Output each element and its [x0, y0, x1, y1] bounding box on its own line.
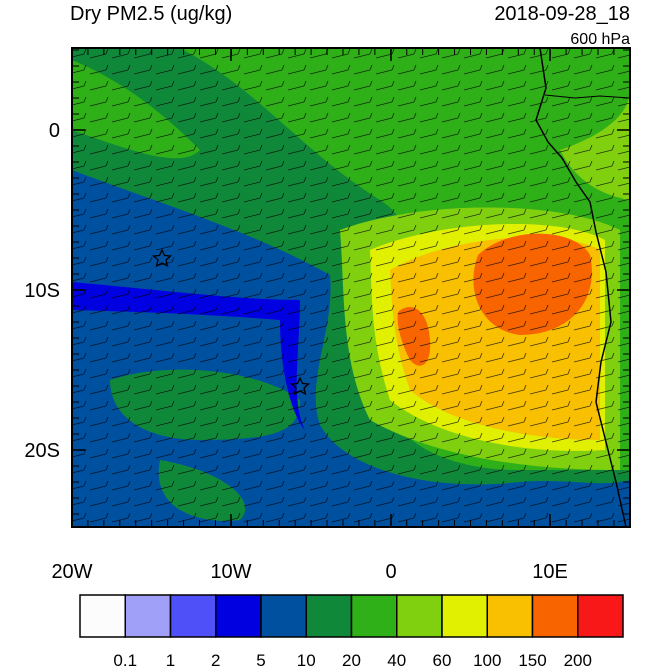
colorbar-label: 2: [211, 651, 220, 667]
x-tick-label: 20W: [51, 561, 92, 583]
wind-barbs: [72, 48, 630, 527]
colorbar-label: 150: [518, 651, 546, 667]
colorbar-label: 100: [473, 651, 501, 667]
level: 600 hPa: [570, 31, 630, 48]
date: 2018-09-28_18: [494, 3, 630, 25]
site-star: [151, 248, 173, 268]
colorbar-box: [531, 594, 579, 638]
colorbar-box: [79, 594, 126, 638]
y-tick-label: 20S: [24, 440, 60, 462]
borders: [544, 94, 630, 99]
colorbar-label: 5: [256, 651, 265, 667]
colorbar-label: 40: [387, 651, 406, 667]
colorbar-box: [215, 594, 262, 638]
field: [72, 48, 630, 527]
colorbar-box: [124, 594, 172, 638]
colorbar-label: 20: [342, 651, 361, 667]
y-tick-label: 10S: [24, 280, 60, 302]
x-tick-label: 0: [385, 561, 396, 583]
y-tick-label: 0: [49, 120, 60, 142]
x-tick-label: 10E: [532, 561, 568, 583]
colorbar-box: [441, 594, 488, 638]
colorbar-label: 200: [564, 651, 592, 667]
ticks: [71, 48, 631, 527]
colorbar-box: [396, 594, 443, 638]
frame: [71, 47, 631, 528]
colorbar-box: [350, 594, 398, 638]
site-star: [289, 376, 311, 396]
colorbar-box: [260, 594, 307, 638]
colorbar-label: 1: [166, 651, 175, 667]
colorbar-box: [305, 594, 353, 638]
colorbar-label: 0.1: [113, 651, 137, 667]
colorbar-label: 10: [297, 651, 316, 667]
colorbar-box: [577, 594, 624, 638]
colorbar-label: 60: [433, 651, 452, 667]
colorbar-box: [169, 594, 217, 638]
title: Dry PM2.5 (ug/kg): [70, 3, 232, 25]
colorbar-box: [486, 594, 534, 638]
x-tick-label: 10W: [210, 561, 251, 583]
coastline: [535, 48, 627, 527]
